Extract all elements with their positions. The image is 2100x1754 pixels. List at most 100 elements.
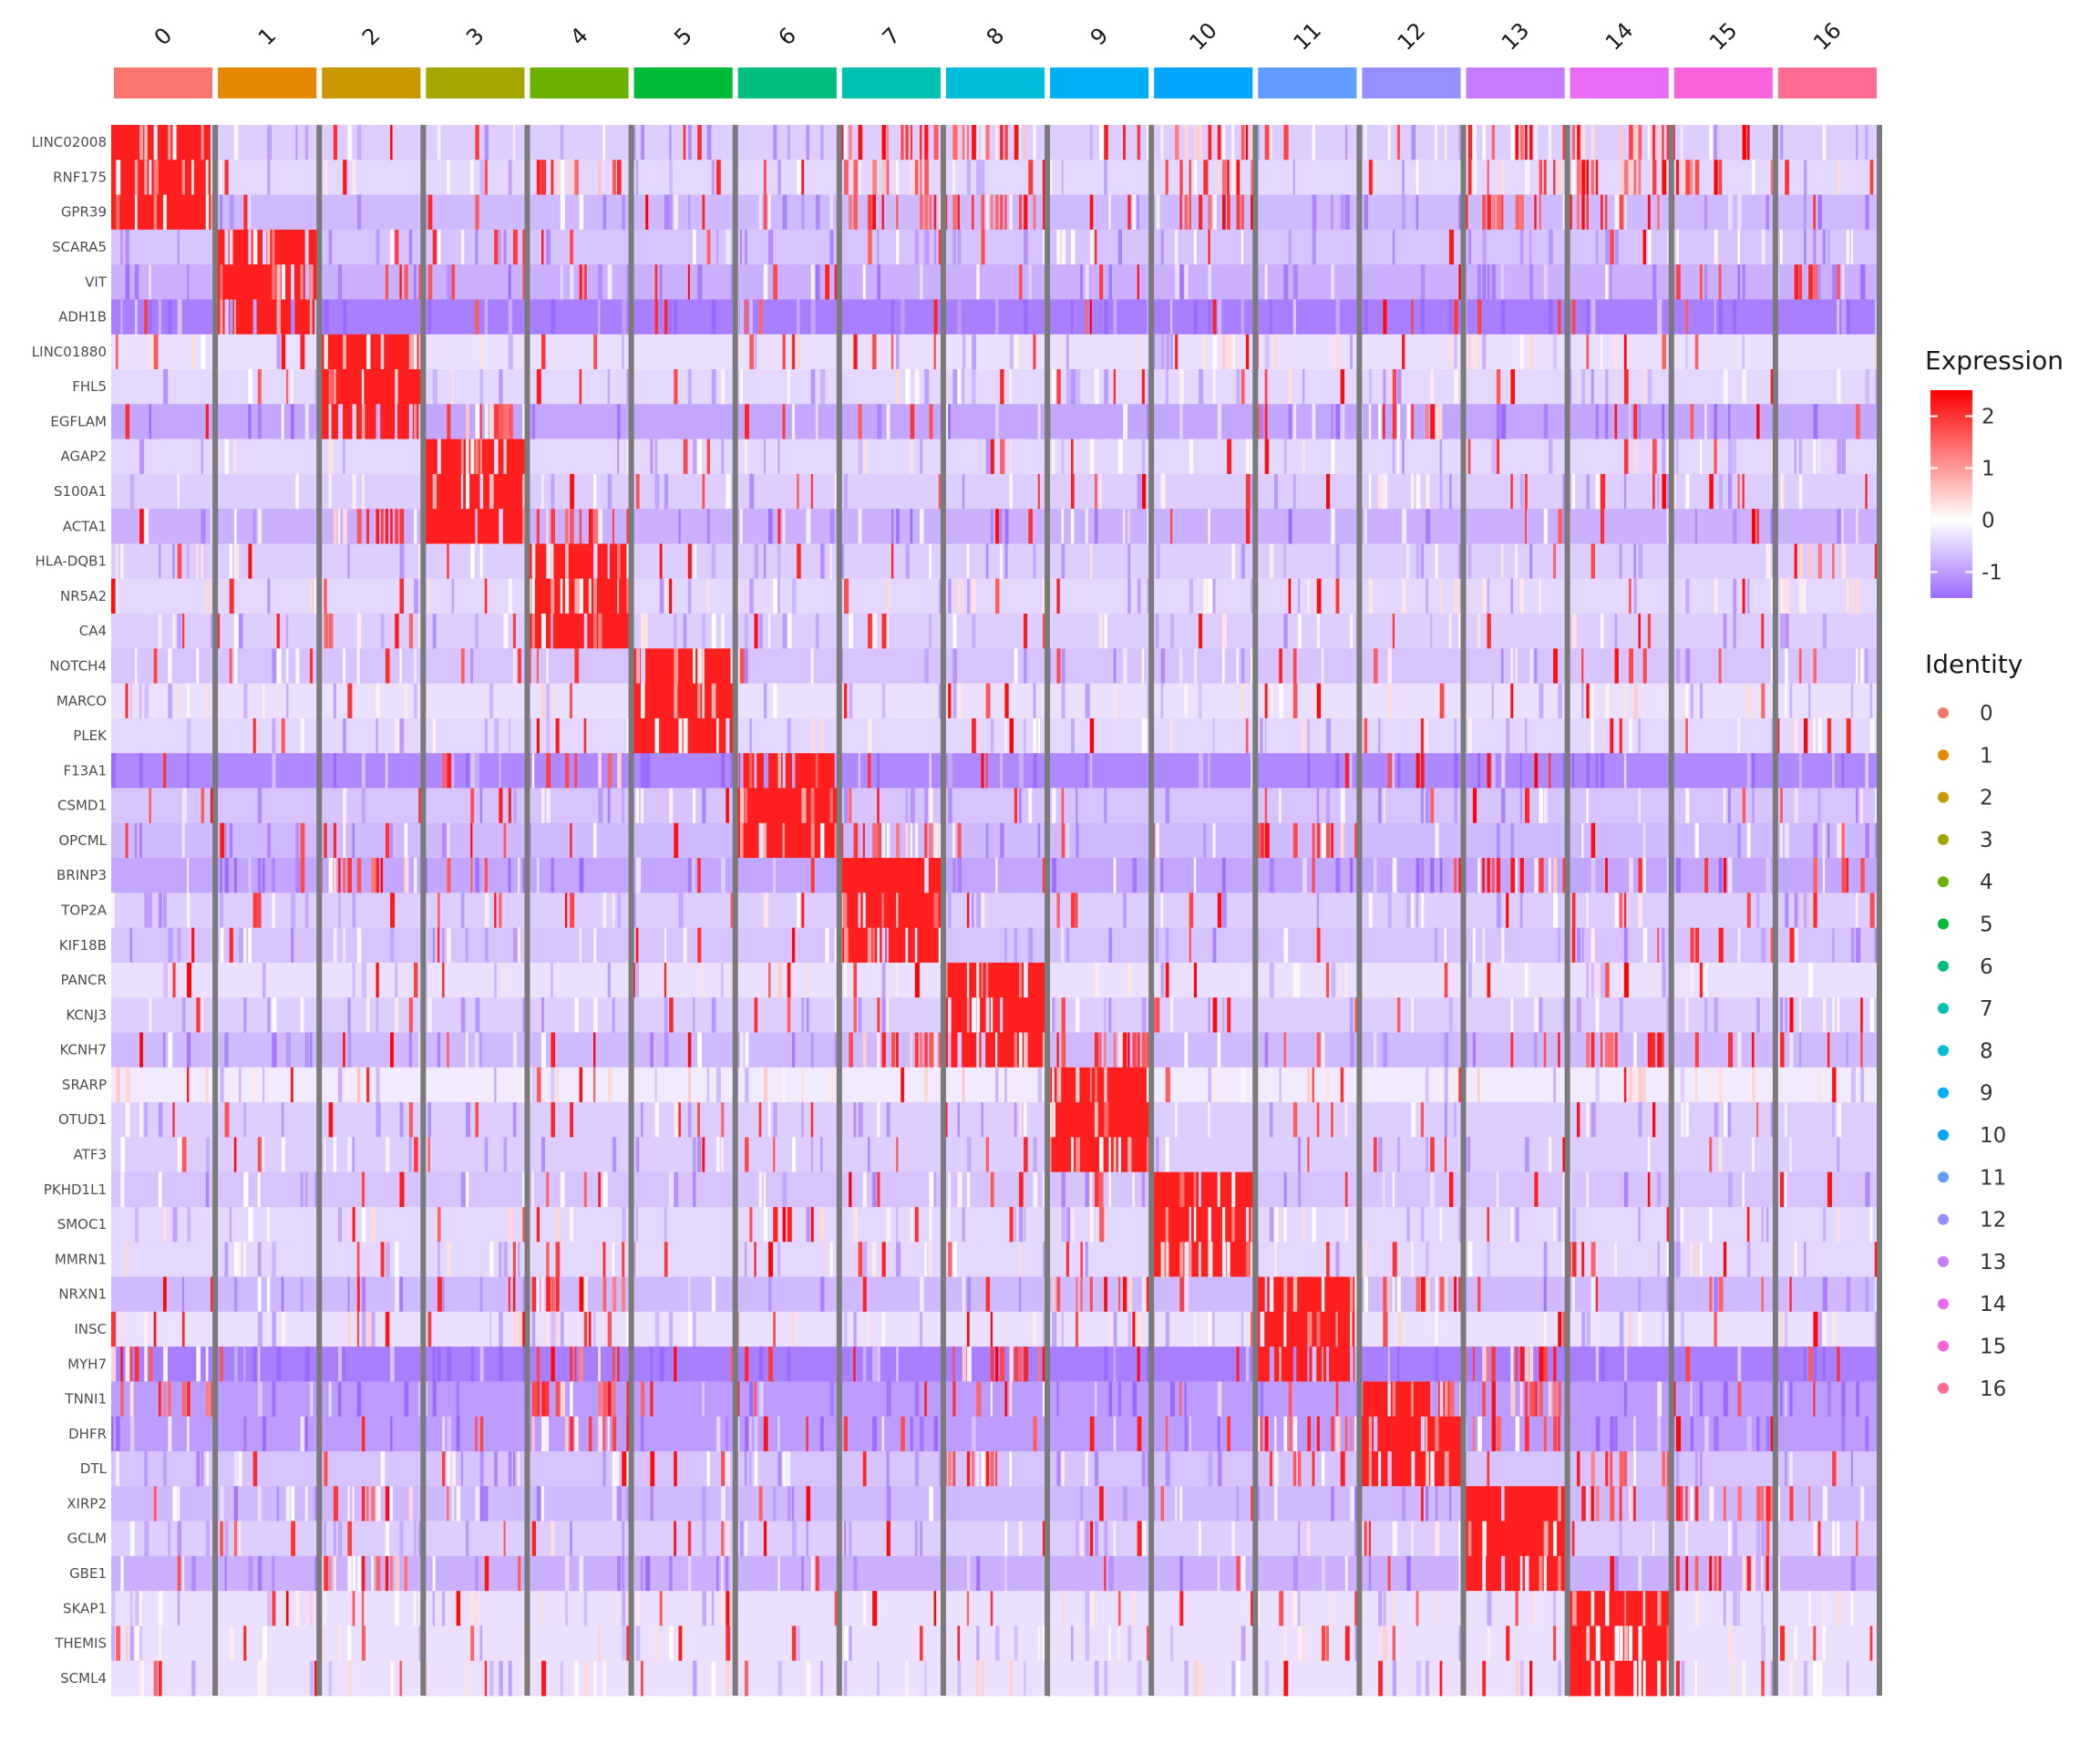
heat-stripe [749,578,754,614]
gene-label-BRINP3: BRINP3 [57,867,107,883]
heat-stripe [1794,543,1797,580]
heat-stripe [1638,788,1642,824]
heat-stripe [1070,717,1075,754]
heat-stripe [1132,194,1136,231]
heat-stripe [408,1102,413,1138]
heat-stripe [877,1660,880,1697]
heat-stripe [447,822,450,859]
heat-stripe [1052,788,1056,824]
heat-stripe [1581,160,1586,196]
heat-stripe [546,1416,549,1452]
heat-stripe [1141,1032,1147,1068]
heat-stripe [1000,997,1004,1034]
cluster-label-8: 8 [982,23,1010,51]
heat-stripe [437,125,441,160]
heat-stripe [758,1102,762,1138]
heat-stripe [1117,438,1123,475]
heat-stripe [541,788,545,824]
heat-stripe [929,1486,933,1522]
heat-stripe [337,858,341,893]
heat-stripe [1506,892,1509,929]
heat-stripe [985,543,989,580]
heat-stripe [1089,1276,1093,1313]
heat-stripe [1718,1067,1723,1103]
gene-label-RNF175: RNF175 [53,169,107,185]
heat-stripe [1199,125,1202,160]
heat-stripe [834,997,839,1034]
heat-stripe [541,1591,545,1626]
heat-stripe [1240,229,1244,265]
heat-cell [942,1242,1048,1278]
heat-stripe [1685,1346,1691,1382]
heat-stripe [702,473,705,510]
heat-stripe [645,194,649,231]
heat-stripe [862,1171,867,1208]
identity-label-1: 1 [1980,744,1993,768]
heat-cell [735,1171,840,1208]
heat-stripe [1751,788,1755,824]
heat-stripe [1094,1660,1099,1697]
heat-stripe [1586,753,1590,789]
heat-stripe [508,1450,512,1487]
heat-stripe [1061,543,1065,580]
heat-stripe [361,1416,365,1452]
heat-stripe [1056,369,1061,405]
heat-stripe [1553,1067,1557,1103]
heat-stripe [1402,438,1405,475]
heat-stripe [295,648,300,685]
heat-stripe [1448,473,1452,510]
heat-stripe [499,404,504,440]
heat-stripe [1666,683,1670,719]
heat-stripe [1420,788,1424,824]
heat-stripe [607,1311,612,1347]
heat-stripe [683,614,687,649]
heat-stripe [1770,438,1774,475]
heat-stripe [730,962,733,998]
heat-stripe [659,1346,664,1382]
heat-cell [1671,1137,1776,1173]
heat-stripe [924,788,929,824]
heat-stripe [777,543,781,580]
gene-labels: LINC02008RNF175GPR39SCARA5VITADH1BLINC01… [32,134,108,1687]
heat-stripe [262,1660,267,1697]
heat-stripe [726,473,731,510]
heat-stripe [220,1486,224,1522]
heat-stripe [1685,1521,1688,1557]
heat-stripe [1860,648,1864,685]
heat-stripe [560,1381,565,1418]
heat-stripe [508,264,511,300]
heat-stripe [1837,160,1841,196]
heat-stripe [356,614,362,649]
heat-stripe [1723,858,1727,893]
heat-cell [1151,1032,1256,1068]
heat-cell [1255,473,1360,510]
heat-stripe [650,438,654,475]
heat-stripe [972,717,976,754]
identity-dot-15 [1938,1340,1949,1352]
heat-stripe [1694,1067,1698,1103]
heat-cell [215,473,320,510]
heat-stripe [1675,264,1681,300]
heat-stripe [564,1591,569,1626]
heat-stripe [1340,1067,1344,1103]
heat-stripe [518,648,521,685]
heat-stripe [1638,858,1642,893]
heat-stripe [1558,1660,1561,1697]
heat-stripe [1685,334,1688,370]
heat-stripe [588,1311,592,1347]
heat-stripe [1231,543,1235,580]
heat-stripe [1718,927,1724,964]
heat-cell [1151,858,1256,893]
heat-stripe [1666,1206,1670,1243]
heat-stripe [1350,1311,1353,1347]
heat-stripe [1694,509,1697,544]
heat-stripe [356,927,362,964]
heat-stripe [1780,1381,1783,1418]
heat-cell [1463,1311,1569,1347]
heat-stripe [1179,648,1183,685]
heat-stripe [1694,1486,1699,1522]
heat-cell [631,683,736,719]
heat-stripe [1874,1242,1879,1278]
heat-stripe [1132,858,1138,893]
heat-stripe [1076,1276,1078,1313]
